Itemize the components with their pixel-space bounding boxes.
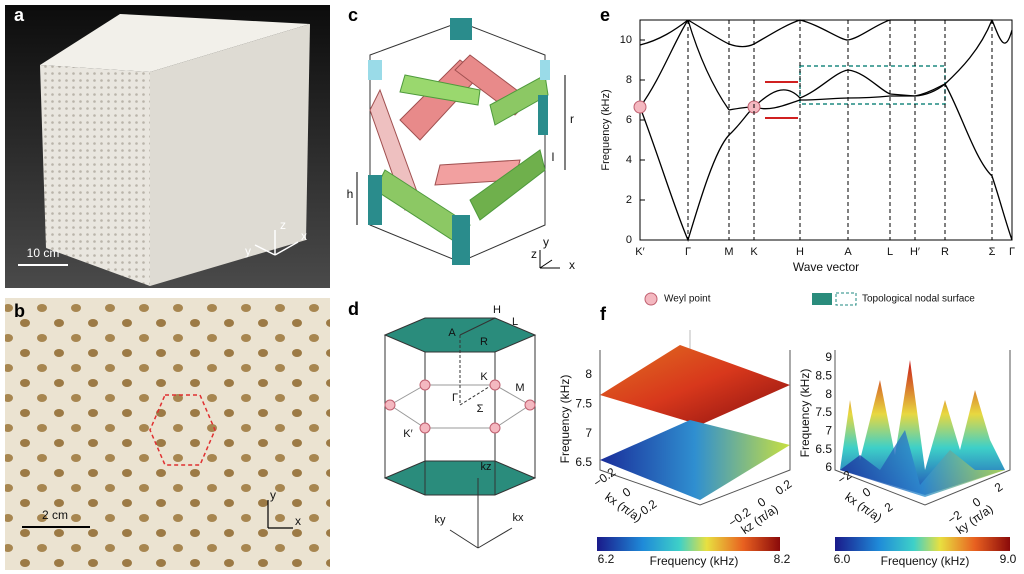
point-label: M (515, 382, 524, 394)
point-label: Γ (452, 392, 458, 404)
colorbar-max: 9.0 (1000, 552, 1017, 566)
scale-label: 10 cm (27, 246, 60, 260)
z-tick-label: 6.5 (575, 455, 592, 469)
legend-surface-outline (835, 292, 857, 306)
point-label: K′ (403, 428, 412, 440)
x-tick-label: H′ (910, 246, 920, 258)
y-tick-label: 10 (620, 34, 632, 46)
x-tick-label: K′ (635, 246, 644, 258)
point-label: R (480, 336, 488, 348)
panel-letter: a (14, 5, 25, 25)
y-axis-label: Frequency (kHz) (600, 89, 612, 170)
axis-label: z (280, 218, 286, 232)
z-tick-label: 7.5 (815, 405, 832, 419)
surface-right (834, 350, 1011, 551)
dimension-label: h (347, 187, 354, 201)
block-top (40, 14, 310, 72)
colorbar-max: 8.2 (774, 552, 791, 566)
panel-letter: d (348, 299, 359, 319)
axis-label: kz (481, 461, 492, 473)
y-tick-label: 2 (626, 194, 632, 206)
point-label: L (512, 316, 518, 328)
axis-label: ky (435, 514, 447, 526)
point-label: H (493, 304, 501, 316)
y-tick-label: 2 (992, 479, 1006, 494)
x-tick-label: K (750, 246, 758, 258)
surface-left (597, 330, 791, 551)
colorbar-label: Frequency (kHz) (650, 554, 739, 568)
x-tick-label: A (844, 246, 852, 258)
z-tick-label: 8 (585, 367, 592, 381)
axes-a (254, 230, 299, 256)
block-left (40, 65, 150, 286)
dimension-label: l (552, 150, 555, 164)
colorbar-min: 6.2 (598, 552, 615, 566)
z-tick-label: 9 (825, 350, 832, 364)
x-tick-label: Σ (989, 246, 996, 258)
panel-letter: e (600, 5, 610, 25)
band-structure (633, 19, 1013, 242)
hexagon (149, 394, 216, 466)
panel-letter: f (600, 304, 607, 324)
scale-label: 2 cm (42, 508, 68, 522)
unit-cell (356, 18, 566, 269)
axis-label: z (531, 247, 537, 261)
z-tick-label: 6 (825, 460, 832, 474)
axis-label: y (543, 235, 549, 249)
axes-b (267, 500, 293, 529)
z-tick-label: 7 (585, 426, 592, 440)
axis-label: kx (513, 512, 525, 524)
axis-label: y (245, 244, 251, 258)
x-tick-label: H (796, 246, 804, 258)
legend-surface (812, 293, 832, 305)
x-tick-label: Γ (1009, 246, 1015, 258)
x-axis-label: Wave vector (793, 260, 859, 274)
colorbar-label: Frequency (kHz) (881, 554, 970, 568)
y-tick-label: 0.2 (773, 477, 795, 498)
legend-label: Weyl point (664, 294, 711, 305)
y-tick-label: 0 (626, 234, 632, 246)
z-tick-label: 6.5 (815, 442, 832, 456)
y-tick-label: 6 (626, 114, 632, 126)
x-tick-label: L (887, 246, 893, 258)
x-tick-label: R (941, 246, 949, 258)
brillouin-zone (383, 317, 537, 549)
z-tick-label: 8.5 (815, 369, 832, 383)
point-label: Σ (477, 403, 484, 415)
z-axis-label: Frequency (kHz) (558, 375, 572, 464)
photo-b (5, 298, 330, 570)
y-tick-label: 4 (626, 154, 632, 166)
axis-label: y (270, 488, 276, 502)
z-tick-label: 7 (825, 424, 832, 438)
x-tick-label: M (724, 246, 733, 258)
point-label: K (480, 371, 488, 383)
legend-label: Topological nodal surface (862, 294, 975, 305)
z-axis-label: Frequency (kHz) (798, 369, 812, 458)
colorbar-min: 6.0 (834, 552, 851, 566)
x-tick-label: Γ (685, 246, 691, 258)
block-right (150, 24, 310, 286)
y-tick-label: 8 (626, 74, 632, 86)
axis-label: x (301, 229, 307, 243)
panel-letter: c (348, 5, 358, 25)
point-label: A (448, 327, 456, 339)
axis-label: x (295, 514, 301, 528)
x-tick-label: −0.2 (591, 465, 619, 490)
z-tick-label: 8 (825, 387, 832, 401)
z-tick-label: 7.5 (575, 397, 592, 411)
dimension-label: r (570, 112, 574, 126)
panel-letter: b (14, 301, 25, 321)
legend-weyl (644, 292, 658, 306)
axis-label: x (569, 258, 575, 272)
